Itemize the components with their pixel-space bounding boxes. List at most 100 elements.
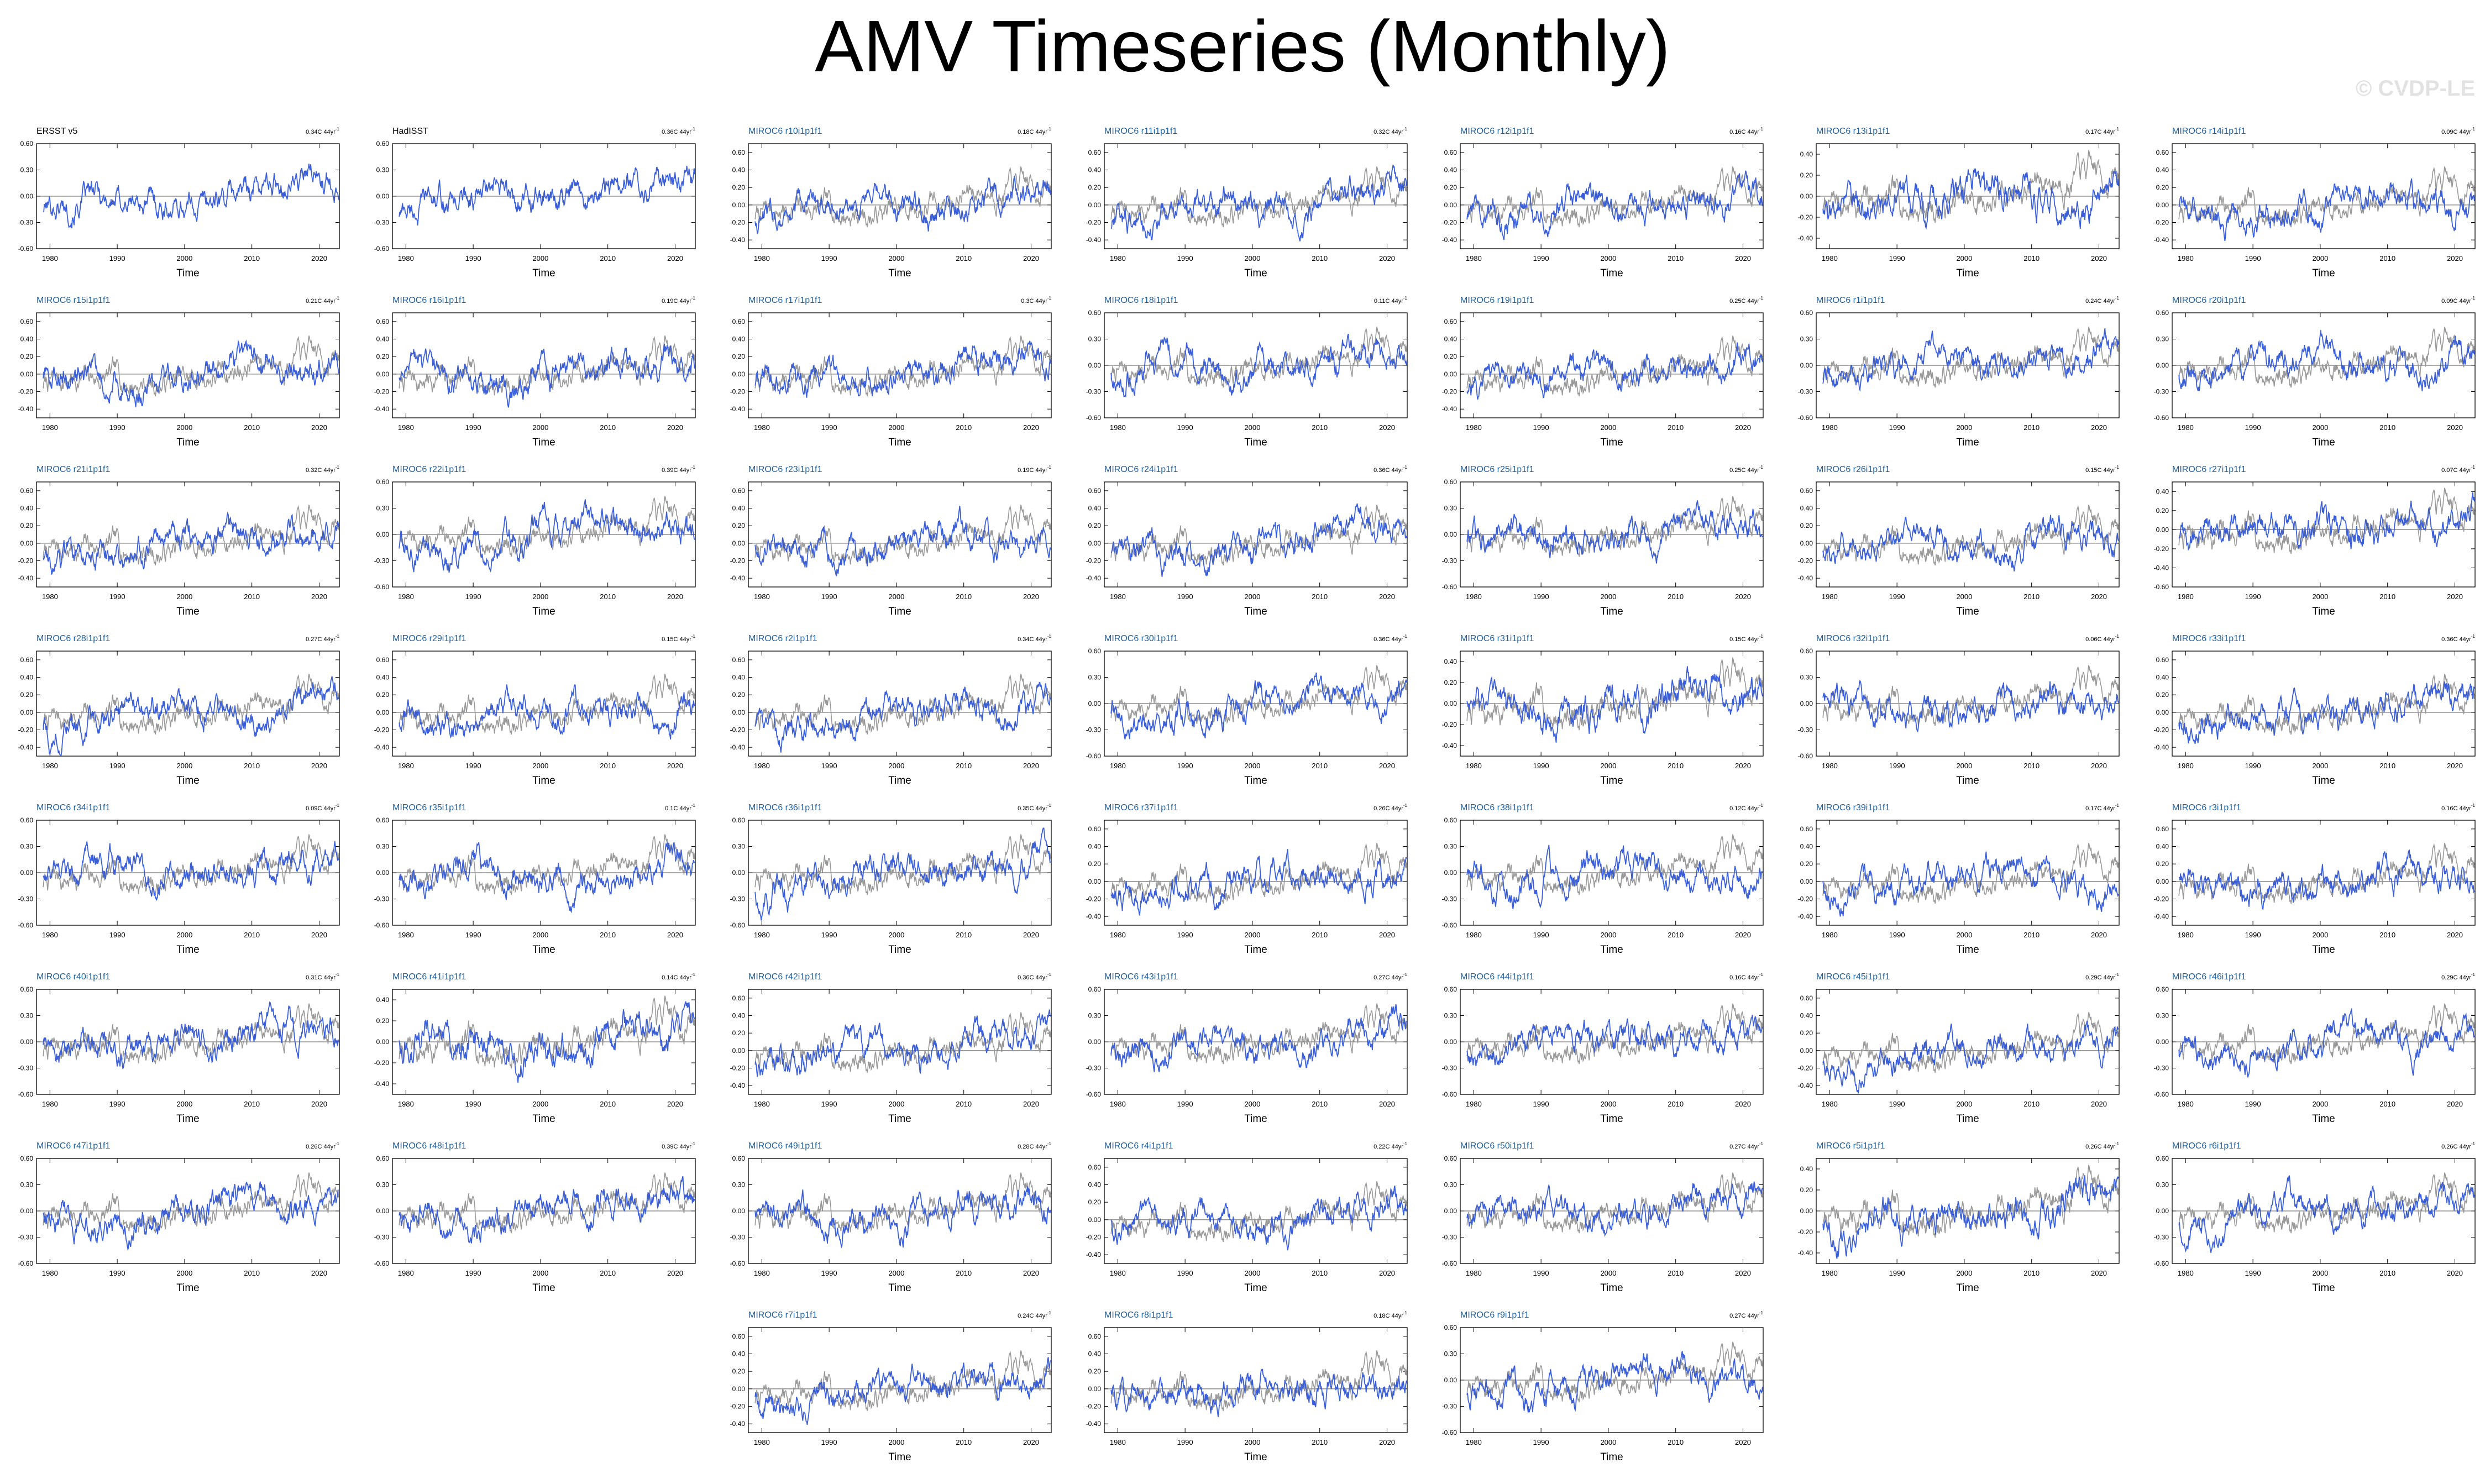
- y-tick-label: 0.00: [1088, 878, 1102, 885]
- x-tick-label: 2020: [1735, 1269, 1751, 1277]
- trend-superscript: -1: [1759, 634, 1764, 639]
- x-tick-label: 2000: [2312, 1100, 2328, 1108]
- x-tick-label: 1990: [1533, 762, 1549, 770]
- y-tick-label: -0.20: [2154, 726, 2169, 734]
- amv-series-line: [1466, 342, 1763, 400]
- x-tick-label: 2020: [1379, 423, 1395, 432]
- trend-label: 0.26C 44yr-1: [1373, 803, 1407, 812]
- trend-superscript: -1: [2471, 127, 2476, 132]
- x-axis-label: Time: [176, 775, 200, 786]
- x-tick-label: 2000: [1600, 254, 1616, 263]
- panel: ERSST v5 0.34C 44yr-1 0.60 0.30 0.00 -0.30 -0.…: [18, 127, 340, 279]
- panel-title: MIROC6 r8i1p1f1: [1104, 1310, 1173, 1320]
- amv-series-line: [399, 166, 695, 226]
- y-tick-label: -0.20: [374, 1059, 390, 1067]
- amv-series-line: [1466, 1015, 1763, 1067]
- amv-series-line: [43, 676, 339, 756]
- x-tick-label: 1980: [754, 762, 770, 770]
- x-tick-label: 2010: [244, 423, 260, 432]
- y-tick-label: 0.20: [2156, 691, 2169, 699]
- x-axis-label: Time: [1244, 775, 1267, 786]
- x-tick-label: 2010: [956, 1100, 972, 1108]
- trend-superscript: -1: [1759, 127, 1764, 132]
- y-tick-label: -0.60: [374, 245, 390, 253]
- x-tick-label: 1990: [1177, 1269, 1193, 1277]
- trend-superscript: -1: [1759, 803, 1764, 808]
- panel-title: MIROC6 r14i1p1f1: [2172, 127, 2246, 136]
- x-tick-label: 2000: [176, 1100, 192, 1108]
- y-tick-label: 0.00: [732, 1207, 746, 1215]
- y-tick-label: -0.30: [1086, 726, 1102, 734]
- panel-title: MIROC6 r26i1p1f1: [1816, 465, 1890, 474]
- trend-label: 0.18C 44yr-1: [1018, 127, 1051, 135]
- y-tick-label: 0.30: [20, 843, 34, 851]
- y-tick-label: 0.20: [20, 522, 34, 529]
- x-tick-label: 2000: [176, 1269, 192, 1277]
- observed-series-line: [1466, 834, 1763, 895]
- x-axis-label: Time: [2312, 1282, 2335, 1294]
- trend-label: 0.3C 44yr-1: [1021, 296, 1051, 305]
- x-tick-label: 2020: [2091, 1100, 2107, 1108]
- y-tick-label: 0.60: [20, 656, 34, 664]
- y-tick-label: 0.60: [1800, 647, 1813, 655]
- x-tick-label: 2000: [1244, 423, 1260, 432]
- y-tick-label: 0.00: [732, 1385, 746, 1393]
- y-tick-label: 0.60: [732, 149, 746, 156]
- x-tick-label: 2000: [1600, 931, 1616, 939]
- y-tick-label: 0.00: [376, 709, 390, 716]
- x-tick-label: 1980: [754, 1438, 770, 1446]
- y-tick-label: -0.60: [1086, 1090, 1102, 1098]
- panel: MIROC6 r9i1p1f1 0.27C 44yr-1 0.60 0.30 0.00 -…: [1442, 1310, 1764, 1463]
- x-tick-label: 2010: [2023, 931, 2040, 939]
- x-tick-label: 2000: [1956, 592, 1972, 601]
- x-tick-label: 2020: [2447, 1100, 2463, 1108]
- x-axis-label: Time: [1244, 1113, 1267, 1125]
- y-tick-label: 0.30: [1444, 1181, 1458, 1189]
- amv-series-line: [1466, 170, 1763, 240]
- panel-title: MIROC6 r25i1p1f1: [1460, 465, 1534, 474]
- y-tick-label: -0.60: [374, 921, 390, 929]
- x-tick-label: 1980: [398, 762, 414, 770]
- panel-title: MIROC6 r24i1p1f1: [1104, 465, 1178, 474]
- x-tick-label: 2000: [888, 592, 904, 601]
- panel: MIROC6 r5i1p1f1 0.26C 44yr-1 0.40 0.20 0.00 -…: [1798, 1141, 2120, 1294]
- x-tick-label: 1980: [1466, 1438, 1482, 1446]
- x-tick-label: 2010: [956, 254, 972, 263]
- trend-superscript: -1: [2115, 296, 2120, 301]
- panel: MIROC6 r16i1p1f1 0.19C 44yr-1 0.60 0.40 0.20…: [374, 296, 696, 448]
- trend-label: 0.09C 44yr-1: [2441, 127, 2475, 135]
- y-tick-label: 0.40: [20, 674, 34, 681]
- y-tick-label: -0.20: [18, 726, 34, 734]
- amv-series-line: [2178, 681, 2475, 744]
- y-tick-label: 0.60: [2156, 149, 2169, 156]
- y-tick-label: -0.60: [18, 245, 34, 253]
- x-tick-label: 1990: [109, 254, 125, 263]
- plot-frame: [748, 143, 1052, 249]
- y-tick-label: 0.60: [1444, 985, 1458, 993]
- trend-label: 0.19C 44yr-1: [662, 296, 695, 305]
- x-tick-label: 2000: [2312, 423, 2328, 432]
- x-tick-label: 2000: [176, 254, 192, 263]
- x-tick-label: 1990: [465, 592, 481, 601]
- y-tick-label: 0.00: [1088, 361, 1102, 369]
- x-tick-label: 1990: [821, 423, 837, 432]
- y-tick-label: 0.30: [1444, 505, 1458, 512]
- y-tick-label: 0.60: [1088, 309, 1102, 317]
- y-tick-label: -0.30: [18, 219, 34, 227]
- y-tick-label: 0.60: [1088, 149, 1102, 156]
- x-tick-label: 1990: [465, 254, 481, 263]
- x-tick-label: 1980: [42, 423, 58, 432]
- panel-title: MIROC6 r21i1p1f1: [36, 465, 110, 474]
- x-tick-label: 2010: [1312, 423, 1328, 432]
- x-axis-label: Time: [176, 268, 200, 279]
- x-tick-label: 1980: [1110, 931, 1126, 939]
- x-tick-label: 1980: [754, 423, 770, 432]
- x-tick-label: 2020: [1023, 1438, 1039, 1446]
- x-tick-label: 2010: [1668, 1438, 1684, 1446]
- y-tick-label: 0.60: [1088, 1333, 1102, 1340]
- y-tick-label: -0.40: [374, 743, 390, 751]
- trend-superscript: -1: [691, 634, 696, 639]
- x-tick-label: 2000: [532, 1269, 548, 1277]
- y-tick-label: -0.40: [730, 574, 746, 582]
- x-tick-label: 2010: [2379, 254, 2395, 263]
